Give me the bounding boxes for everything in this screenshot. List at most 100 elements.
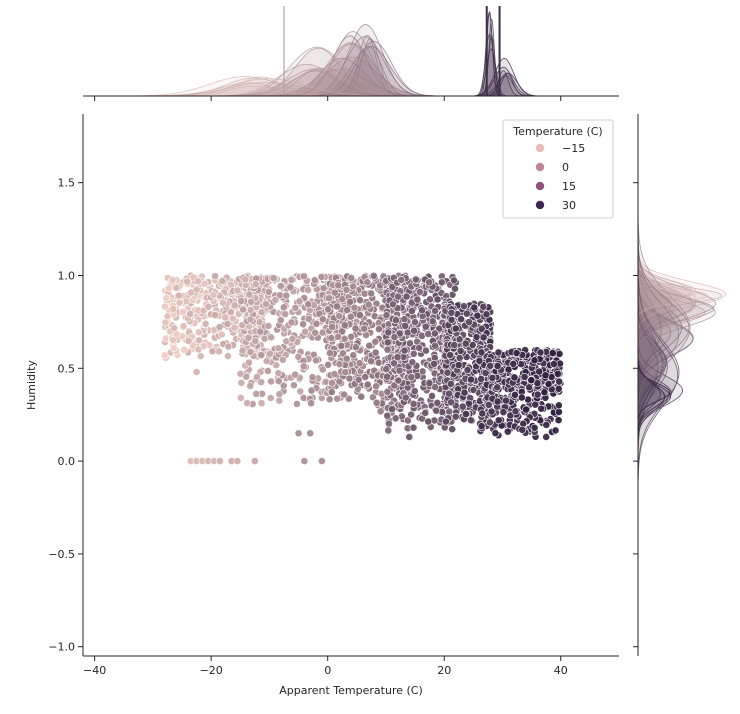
scatter-point	[165, 284, 173, 293]
scatter-point	[404, 416, 412, 425]
scatter-point	[347, 332, 355, 341]
scatter-point	[445, 389, 453, 398]
scatter-point	[479, 333, 488, 342]
scatter-point	[451, 284, 459, 293]
zero-humidity-point	[317, 457, 326, 466]
scatter-point	[400, 346, 409, 355]
scatter-point	[394, 376, 403, 385]
scatter-point	[494, 416, 503, 425]
scatter-point	[447, 315, 456, 324]
scatter-point	[161, 302, 169, 311]
scatter-point	[256, 327, 265, 336]
marginal-y-kde-curve	[637, 251, 672, 360]
scatter-point	[522, 405, 530, 414]
scatter-point	[334, 281, 343, 290]
scatter-point	[445, 407, 454, 416]
scatter-point	[325, 294, 334, 303]
scatter-point	[215, 323, 224, 332]
scatter-point	[409, 349, 418, 358]
scatter-point	[391, 414, 400, 423]
scatter-point	[400, 315, 409, 324]
scatter-point	[223, 320, 232, 328]
scatter-point	[467, 375, 475, 384]
scatter-point	[340, 321, 349, 330]
scatter-point	[364, 300, 373, 309]
scatter-point	[455, 335, 464, 344]
scatter-point	[160, 351, 169, 360]
legend-box	[502, 119, 614, 219]
scatter-point	[186, 310, 195, 318]
marginal-y-kde-curve	[637, 268, 709, 323]
scatter-point	[327, 388, 336, 396]
scatter-point	[328, 323, 337, 331]
scatter-point	[251, 280, 260, 289]
scatter-point	[307, 399, 316, 408]
scatter-point	[243, 399, 252, 407]
scatter-point	[465, 318, 473, 326]
scatter-point	[267, 377, 275, 386]
zero-humidity-point	[250, 457, 259, 466]
scatter-point	[478, 409, 487, 418]
y-tick-label: 0.5	[58, 362, 76, 375]
scatter-point	[328, 378, 336, 387]
scatter-point	[450, 341, 459, 349]
scatter-point	[293, 400, 301, 408]
scatter-point	[446, 351, 455, 359]
scatter-point	[493, 383, 502, 392]
scatter-point	[410, 387, 419, 396]
marginal-y-kde-curve	[637, 356, 671, 429]
scatter-point	[371, 337, 380, 346]
scatter-point	[493, 362, 502, 370]
outlier-point	[169, 304, 178, 313]
scatter-point	[279, 303, 288, 312]
scatter-point	[295, 297, 304, 306]
scatter-point	[271, 295, 280, 304]
scatter-point	[349, 282, 358, 291]
scatter-point	[281, 310, 290, 319]
scatter-point	[304, 300, 313, 309]
scatter-point	[487, 407, 496, 416]
scatter-point	[382, 365, 391, 374]
scatter-point	[308, 373, 317, 382]
y-axis-label: Humidity	[25, 360, 38, 410]
scatter-point	[211, 272, 219, 281]
scatter-point	[317, 272, 326, 281]
scatter-point	[393, 353, 402, 362]
scatter-point	[304, 314, 313, 323]
scatter-point	[431, 306, 439, 315]
scatter-point	[335, 360, 344, 369]
scatter-point	[450, 276, 458, 285]
scatter-point	[407, 373, 416, 382]
scatter-point	[536, 348, 545, 357]
outlier-point	[163, 312, 172, 321]
scatter-point	[288, 335, 297, 343]
scatter-point	[384, 426, 393, 435]
scatter-point	[411, 275, 420, 284]
scatter-point	[542, 421, 551, 429]
scatter-point	[367, 289, 376, 298]
y-tick-label: 0.0	[58, 455, 76, 468]
scatter-point	[327, 334, 336, 342]
scatter-point	[433, 398, 442, 407]
scatter-point	[541, 371, 550, 380]
scatter-point	[300, 272, 308, 281]
scatter-point	[356, 311, 364, 320]
scatter-point	[389, 300, 397, 309]
scatter-point	[473, 311, 482, 320]
scatter-point	[351, 324, 360, 333]
scatter-point	[360, 324, 369, 333]
scatter-point	[246, 348, 255, 356]
scatter-point	[326, 349, 334, 357]
scatter-point	[390, 359, 398, 368]
scatter-point	[180, 345, 189, 354]
scatter-point	[363, 278, 372, 287]
scatter-point	[189, 341, 197, 350]
scatter-point	[346, 297, 355, 306]
scatter-point	[375, 325, 383, 333]
scatter-point	[330, 370, 339, 379]
scatter-point	[162, 294, 171, 302]
scatter-point	[179, 322, 188, 331]
legend-entry-label: 15	[562, 180, 576, 193]
scatter-point	[551, 426, 560, 435]
